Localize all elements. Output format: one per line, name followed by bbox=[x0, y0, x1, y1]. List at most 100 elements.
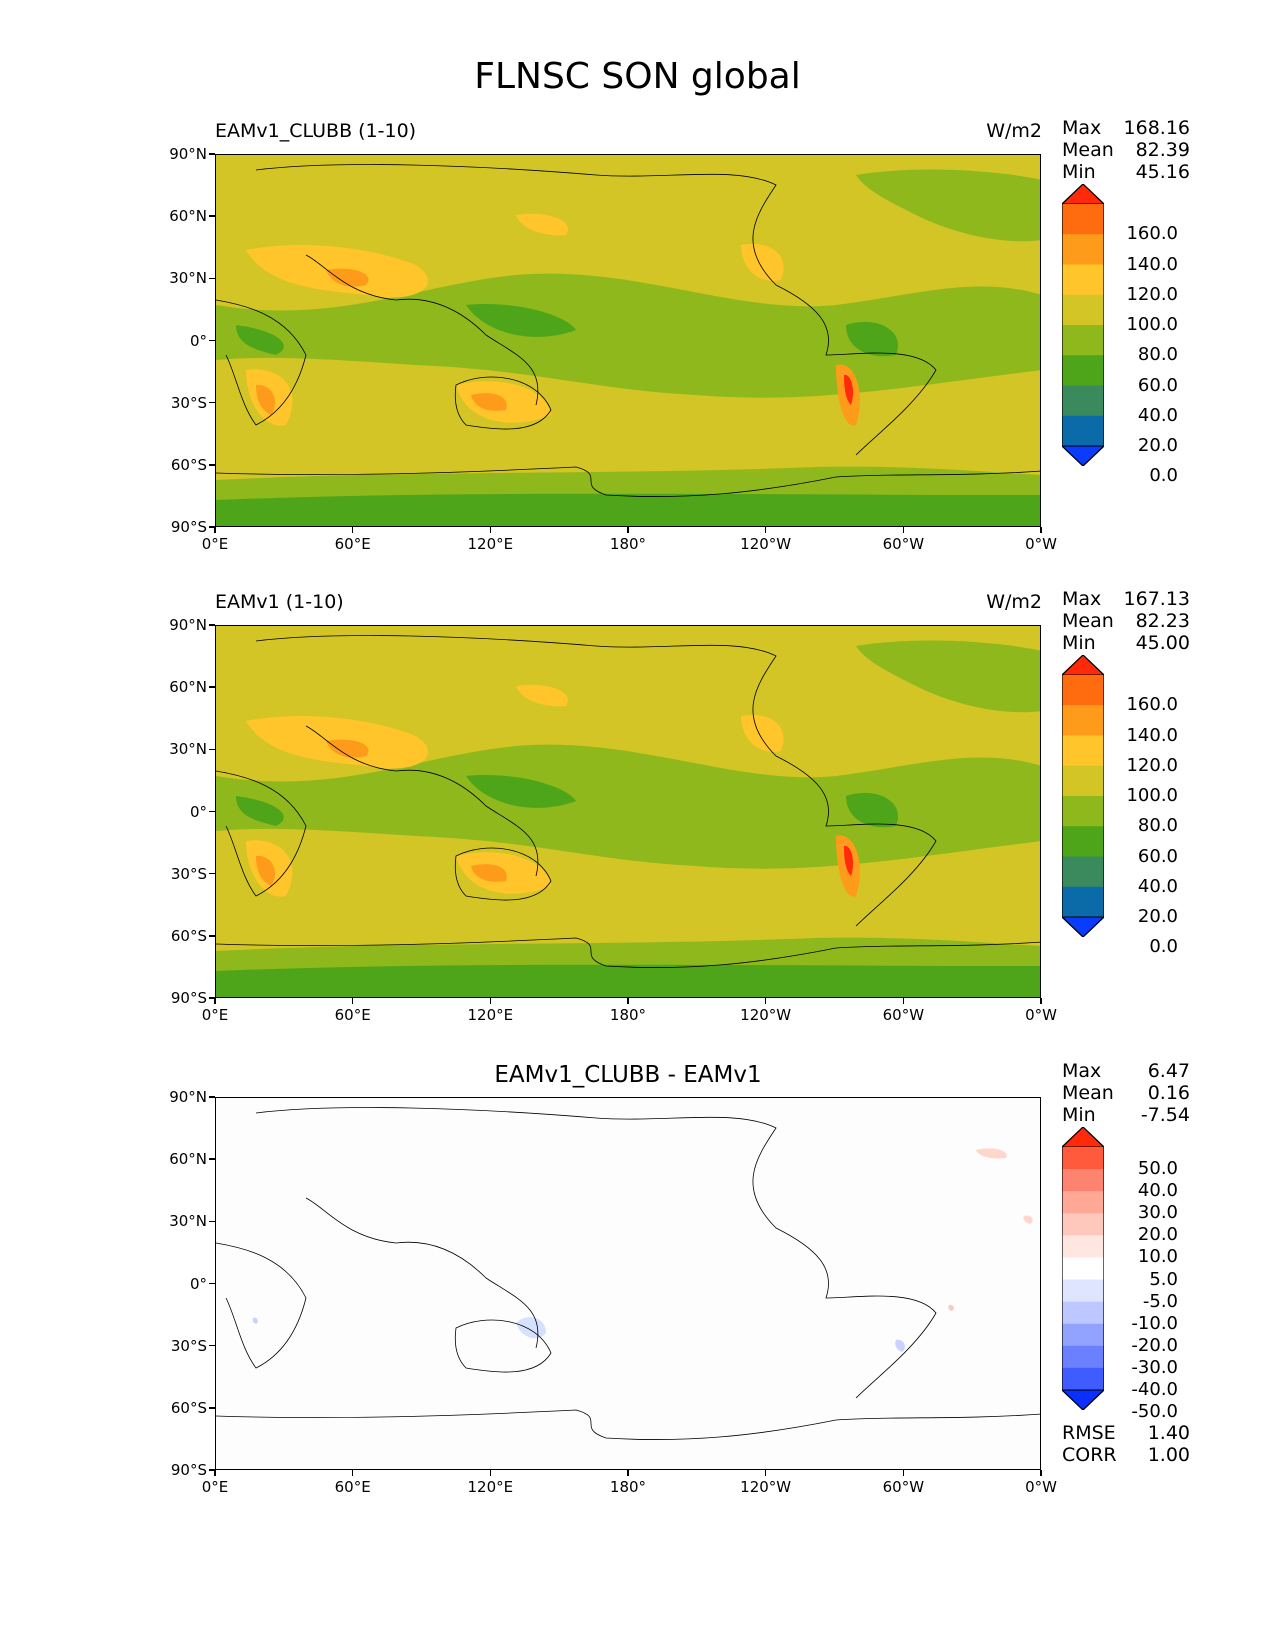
colorbar-segment bbox=[1062, 856, 1104, 888]
coastline bbox=[216, 299, 307, 426]
y-tick-label: 90°S bbox=[170, 1461, 207, 1479]
coastline bbox=[216, 770, 307, 897]
colorbar-segment bbox=[1062, 355, 1104, 386]
x-tick-mark bbox=[214, 527, 216, 533]
y-tick-mark bbox=[209, 277, 215, 280]
max-label: Max bbox=[1062, 588, 1102, 610]
min-label: Min bbox=[1062, 632, 1096, 654]
y-tick-mark bbox=[209, 464, 215, 466]
y-tick-mark bbox=[209, 339, 215, 342]
colorbar-level-label: 5.0 bbox=[1149, 1268, 1178, 1290]
colorbar-level-label: 140.0 bbox=[1126, 724, 1178, 746]
x-tick-label: 120°E bbox=[467, 1006, 514, 1024]
y-tick-mark bbox=[209, 526, 215, 528]
colorbar-segment bbox=[1062, 796, 1104, 827]
y-tick-mark bbox=[209, 810, 215, 813]
colorbar-segment bbox=[1062, 234, 1104, 265]
units-label: W/m2 bbox=[986, 120, 1042, 142]
colorbar-segment bbox=[1062, 264, 1104, 296]
y-tick-label: 0° bbox=[189, 331, 207, 350]
mean-label: Mean bbox=[1062, 610, 1114, 632]
colorbar-segment bbox=[1062, 1257, 1104, 1281]
colorbar-level-label: 60.0 bbox=[1137, 845, 1178, 867]
colorbar-segment bbox=[1062, 1191, 1104, 1214]
panel-eamv1-clubb: EAMv1_CLUBB (1-10) W/m2 Max 168.16 Mean 82… bbox=[0, 117, 1275, 577]
x-tick-mark bbox=[764, 527, 767, 533]
max-label: Max bbox=[1062, 117, 1102, 139]
x-tick-mark bbox=[351, 527, 354, 533]
colorbar-level-label: 40.0 bbox=[1137, 875, 1178, 897]
coastline bbox=[216, 1242, 307, 1369]
max-value: 167.13 bbox=[1123, 588, 1190, 610]
colorbar-level-label: -30.0 bbox=[1131, 1356, 1178, 1378]
y-tick-label: 0° bbox=[189, 1274, 207, 1293]
colorbar-segment bbox=[1062, 1301, 1104, 1325]
colorbar-segment bbox=[1062, 826, 1104, 857]
map-plot bbox=[215, 154, 1041, 527]
y-tick-mark bbox=[209, 1344, 215, 1347]
y-tick-label: 60°S bbox=[170, 1398, 207, 1417]
x-tick-mark bbox=[351, 998, 354, 1004]
x-tick-label: 120°E bbox=[467, 1478, 514, 1496]
x-tick-label: 60°E bbox=[334, 1006, 371, 1024]
y-tick-mark bbox=[209, 748, 215, 751]
panel-eamv1: EAMv1 (1-10) W/m2 Max 167.13 Mean 82.23 Mi… bbox=[0, 588, 1275, 1048]
x-tick-label: 120°W bbox=[740, 1006, 792, 1024]
y-tick-label: 90°S bbox=[170, 518, 207, 536]
y-tick-mark bbox=[209, 1469, 215, 1471]
colorbar-level-label: 80.0 bbox=[1137, 344, 1178, 366]
coastline bbox=[454, 376, 552, 430]
x-tick-label: 180° bbox=[609, 535, 647, 553]
colorbar-segment bbox=[1062, 204, 1104, 235]
x-tick-mark bbox=[627, 1470, 629, 1476]
y-tick-label: 90°N bbox=[169, 145, 207, 163]
y-tick-mark bbox=[209, 686, 215, 688]
figure-title: FLNSC SON global bbox=[474, 56, 801, 97]
colorbar-segment bbox=[1062, 765, 1104, 797]
colorbar-segment bbox=[1062, 886, 1104, 918]
x-tick-label: 120°E bbox=[467, 535, 514, 553]
colorbar-level-label: 50.0 bbox=[1137, 1158, 1178, 1180]
map-plot bbox=[215, 625, 1041, 998]
coastline bbox=[305, 254, 539, 406]
y-tick-label: 30°S bbox=[170, 393, 207, 412]
y-tick-label: 90°N bbox=[169, 1088, 207, 1106]
colorbar-level-label: 20.0 bbox=[1137, 906, 1178, 927]
colorbar bbox=[1060, 654, 1106, 938]
x-tick-label: 60°W bbox=[882, 1006, 925, 1024]
colorbar-segment bbox=[1062, 1147, 1104, 1170]
stats-block: Max 6.47 Mean 0.16 Min -7.54 bbox=[1062, 1060, 1190, 1126]
colorbar-segment bbox=[1062, 1235, 1104, 1258]
metrics-block: RMSE 1.40 CORR 1.00 bbox=[1062, 1422, 1190, 1466]
coastline bbox=[305, 725, 539, 877]
panel-title: EAMv1_CLUBB (1-10) bbox=[215, 120, 417, 142]
y-tick-label: 30°S bbox=[170, 1336, 207, 1355]
colorbar-level-label: 160.0 bbox=[1126, 694, 1178, 716]
coastline bbox=[454, 847, 552, 901]
x-tick-mark bbox=[1040, 998, 1042, 1004]
colorbar-level-label: 100.0 bbox=[1126, 314, 1178, 335]
colorbar-level-label: 80.0 bbox=[1137, 815, 1178, 837]
rmse-value: 1.40 bbox=[1147, 1422, 1190, 1444]
x-tick-mark bbox=[214, 1470, 216, 1476]
x-tick-mark bbox=[1040, 1470, 1042, 1476]
x-tick-label: 60°W bbox=[882, 1478, 925, 1496]
colorbar-segment bbox=[1062, 675, 1104, 706]
mean-value: 82.39 bbox=[1135, 139, 1190, 161]
coastline bbox=[305, 1197, 539, 1349]
coastline bbox=[255, 1107, 937, 1399]
x-tick-mark bbox=[764, 1470, 767, 1476]
y-tick-label: 60°S bbox=[170, 926, 207, 945]
x-tick-mark bbox=[351, 1470, 354, 1476]
colorbar-segment bbox=[1062, 1169, 1104, 1192]
colorbar-segment bbox=[1062, 735, 1104, 767]
mean-label: Mean bbox=[1062, 139, 1114, 161]
x-tick-label: 0°E bbox=[201, 1478, 229, 1496]
y-tick-mark bbox=[209, 215, 215, 217]
x-tick-mark bbox=[489, 1470, 492, 1476]
mean-value: 82.23 bbox=[1135, 610, 1190, 632]
y-tick-label: 0° bbox=[189, 802, 207, 821]
max-label: Max bbox=[1062, 1060, 1102, 1082]
colorbar-segment bbox=[1062, 415, 1104, 447]
min-label: Min bbox=[1062, 161, 1096, 183]
